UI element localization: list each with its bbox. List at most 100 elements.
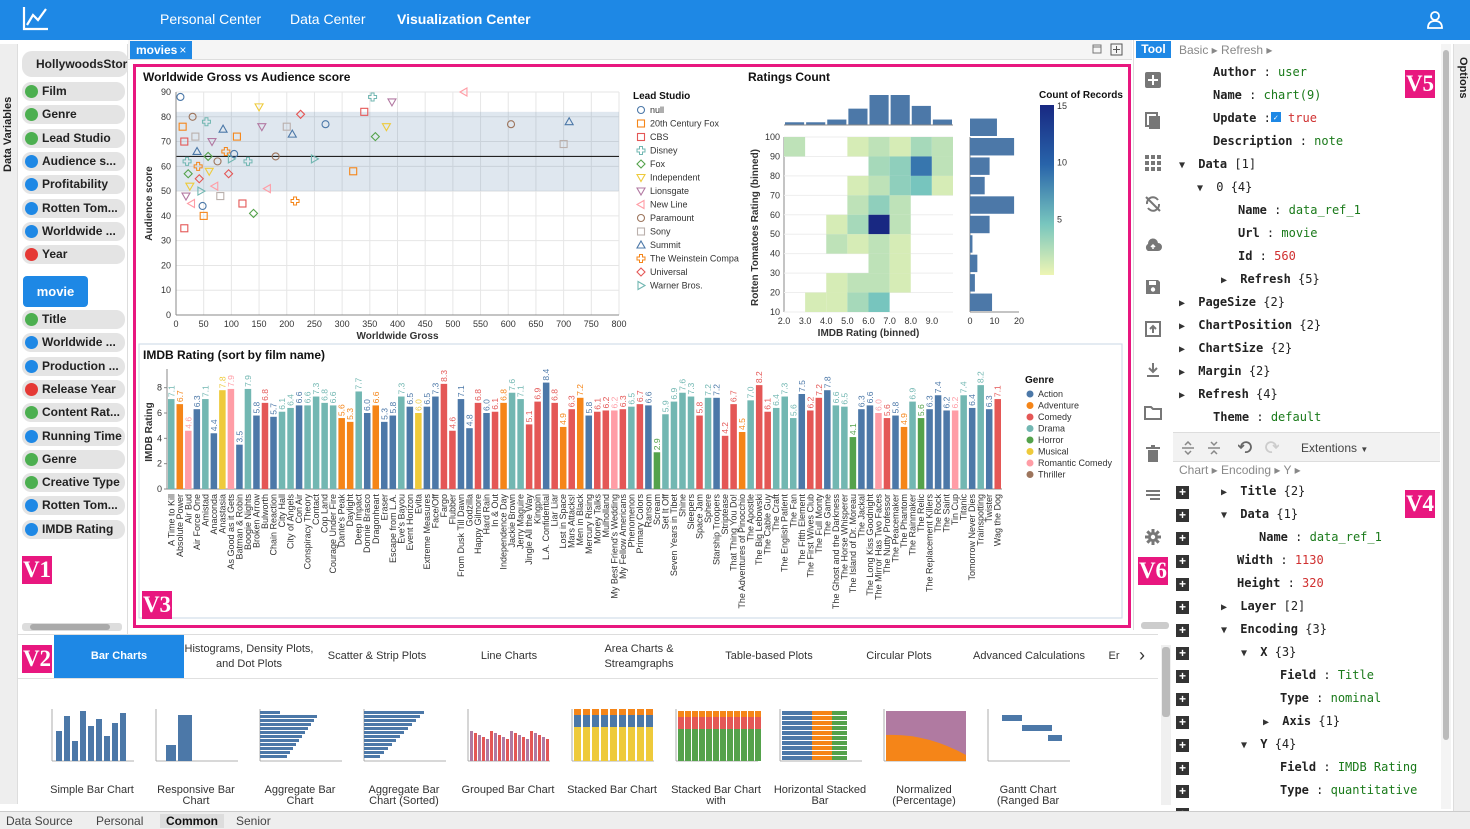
field-pill[interactable]: Release Year <box>22 379 125 399</box>
field-pill[interactable]: Profitability <box>22 175 125 195</box>
thumbnail-label[interactable]: Simple Bar Chart <box>50 784 134 796</box>
nav-data-center[interactable]: Data Center <box>290 11 366 27</box>
prop-data-0[interactable]: ▼ 0 {4} <box>1197 180 1252 194</box>
scatter-point[interactable] <box>287 129 298 138</box>
scatter-point[interactable] <box>186 198 196 209</box>
download-icon[interactable] <box>1144 361 1162 379</box>
scatter-point[interactable] <box>181 192 191 202</box>
add-property-icon[interactable]: + <box>1176 601 1189 614</box>
scatter-point[interactable] <box>381 123 392 132</box>
scatter-point[interactable] <box>218 124 229 133</box>
collapsed-arrow-icon[interactable]: ▶ <box>1221 275 1228 286</box>
collapsed-arrow-icon[interactable]: ▶ <box>1179 390 1186 401</box>
prop-chartposition[interactable]: ▶ ChartPosition {2} <box>1179 318 1321 332</box>
prop-id[interactable]: Id : 560 <box>1238 249 1296 263</box>
collapsed-arrow-icon[interactable]: ▶ <box>1179 321 1186 332</box>
folder-icon[interactable] <box>1144 403 1162 421</box>
save-icon[interactable] <box>1144 278 1162 296</box>
thumbnail-label[interactable]: Stacked Bar Chart with <box>671 784 761 807</box>
prop-name[interactable]: Name : chart(9) <box>1213 88 1322 102</box>
scatter-point[interactable] <box>178 122 187 131</box>
enc-width[interactable]: Width : 1130 <box>1237 553 1324 567</box>
scatter-point[interactable] <box>213 157 222 166</box>
thumbnail-label[interactable]: Aggregate Bar Chart <box>264 784 336 807</box>
field-pill[interactable]: Audience s... <box>22 151 125 171</box>
thumbnail-image[interactable] <box>566 705 658 765</box>
thumbnail-image[interactable] <box>982 705 1074 765</box>
thumbnail-label[interactable]: Responsive Bar Chart <box>157 784 235 807</box>
scatter-point[interactable] <box>204 167 215 177</box>
expanded-arrow-icon[interactable]: ▼ <box>1179 160 1186 171</box>
scatter-point[interactable] <box>223 168 234 179</box>
gallery-scrollbar[interactable] <box>1161 645 1171 805</box>
enc-layer[interactable]: ▶ Layer [2] <box>1221 599 1305 613</box>
collapsed-arrow-icon[interactable]: ▶ <box>1179 298 1186 309</box>
field-pill[interactable]: Creative Type <box>22 473 125 493</box>
cloud-upload-icon[interactable] <box>1144 237 1162 255</box>
collapsed-arrow-icon[interactable]: ▶ <box>1179 367 1186 378</box>
field-pill[interactable]: Year <box>22 245 125 265</box>
expanded-arrow-icon[interactable]: ▼ <box>1241 740 1248 751</box>
scatter-point[interactable] <box>207 138 217 147</box>
prop-author[interactable]: Author : user <box>1213 65 1307 79</box>
scatter-point[interactable] <box>238 199 247 208</box>
scatter-point[interactable] <box>194 173 205 184</box>
collapsed-arrow-icon[interactable]: ▶ <box>1263 717 1270 728</box>
thumbnail-image[interactable] <box>774 705 866 765</box>
thumbnail-label[interactable]: Grouped Bar Chart <box>461 784 555 796</box>
gear-icon[interactable] <box>1144 528 1162 546</box>
gallery-tab[interactable]: Er <box>1108 650 1120 662</box>
gallery-tab[interactable]: Scatter & Strip Plots <box>327 650 427 662</box>
scatter-point[interactable] <box>256 123 267 132</box>
prop-refresh[interactable]: ▶ Refresh {4} <box>1179 387 1278 401</box>
scatter-point[interactable] <box>201 117 211 127</box>
copy-icon[interactable] <box>1144 112 1162 130</box>
gallery-tab[interactable]: Area Charts & Streamgraphs <box>604 642 674 670</box>
breadcrumb-chart-encoding[interactable]: Chart ▸ Encoding ▸ Y ▸ <box>1179 463 1301 477</box>
extensions-dropdown[interactable]: Extentions ▼ <box>1301 441 1368 455</box>
add-property-icon[interactable]: + <box>1176 647 1189 660</box>
tab-data-source[interactable]: Data Source <box>6 814 73 828</box>
enc-y-field[interactable]: Field : IMDB Rating <box>1280 760 1418 774</box>
enc-title[interactable]: ▶ Title {2} <box>1221 484 1305 498</box>
scatter-point[interactable] <box>180 224 189 233</box>
prop-update[interactable]: Update : ✓ true <box>1213 111 1317 125</box>
tab-common[interactable]: Common <box>160 814 224 828</box>
add-property-icon[interactable]: + <box>1176 509 1189 522</box>
undo-icon[interactable] <box>1238 440 1252 454</box>
field-pill[interactable]: Production ... <box>22 356 125 376</box>
scatter-point[interactable] <box>370 131 381 142</box>
thumbnail-image[interactable] <box>46 705 138 765</box>
thumbnail-image[interactable] <box>670 705 762 765</box>
field-pill[interactable]: Worldwide ... <box>22 333 125 353</box>
thumbnail-image[interactable] <box>150 705 242 765</box>
scatter-point[interactable] <box>216 192 225 201</box>
restore-window-icon[interactable] <box>1092 44 1102 54</box>
prop-theme[interactable]: Theme : default <box>1213 410 1322 424</box>
scatter-point[interactable] <box>193 161 203 171</box>
prop-description[interactable]: Description : note <box>1213 134 1344 148</box>
enc-encoding[interactable]: ▼ Encoding {3} <box>1221 622 1327 636</box>
collapsed-arrow-icon[interactable]: ▶ <box>1179 344 1186 355</box>
thumbnail-label[interactable]: Aggregate Bar Chart (Sorted) <box>368 784 440 807</box>
prop-data-refresh[interactable]: ▶ Refresh {5} <box>1221 272 1320 286</box>
thumbnail-image[interactable] <box>878 705 970 765</box>
enc-x-field[interactable]: Field : Title <box>1280 668 1374 682</box>
field-pill[interactable]: Film <box>22 82 125 101</box>
enc-y-type[interactable]: Type : quantitative <box>1280 783 1418 797</box>
scatter-point[interactable] <box>360 107 369 116</box>
field-pill[interactable]: Rotten Tom... <box>22 198 125 218</box>
scatter-point[interactable] <box>203 151 213 162</box>
nav-personal-center[interactable]: Personal Center <box>160 11 262 27</box>
scatter-point[interactable] <box>232 132 241 141</box>
field-pill[interactable]: Title <box>22 310 125 329</box>
scatter-point[interactable] <box>282 122 291 131</box>
movie-dataset-button[interactable]: movie <box>23 276 88 307</box>
expanded-arrow-icon[interactable]: ▼ <box>1221 510 1228 521</box>
field-pill[interactable]: Content Rat... <box>22 403 125 423</box>
options-tab[interactable]: Options <box>1453 44 1470 814</box>
scatter-point[interactable] <box>248 208 259 219</box>
tab-senior[interactable]: Senior <box>236 814 271 828</box>
scatter-point[interactable] <box>180 137 189 146</box>
gallery-tab[interactable]: Bar Charts <box>54 635 184 678</box>
